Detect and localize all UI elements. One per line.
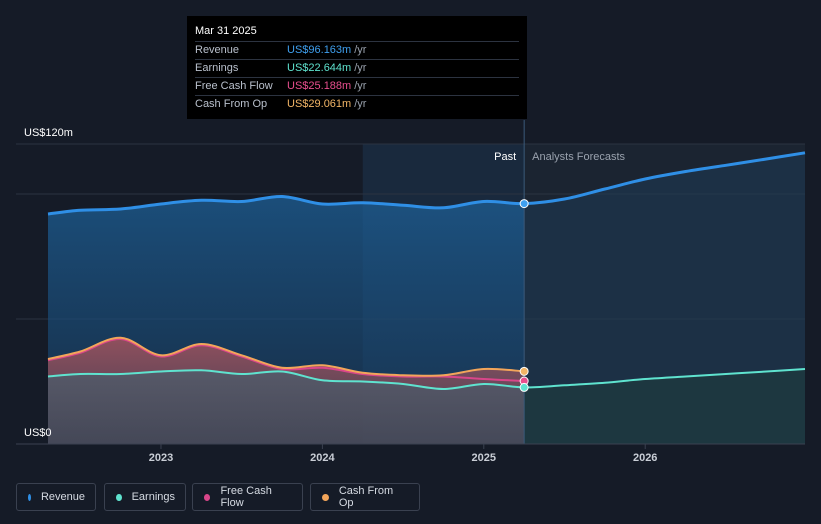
tooltip-unit: /yr [354, 80, 367, 92]
earnings-marker[interactable] [519, 382, 529, 392]
legend-label: Cash From Op [338, 485, 394, 509]
cash-from-op-marker[interactable] [519, 366, 529, 376]
legend-label: Revenue [40, 491, 85, 503]
tooltip-value: US$22.644m [287, 62, 352, 74]
legend-dot-icon [204, 493, 211, 501]
earnings-forecast-area [524, 369, 805, 444]
tooltip-unit: /yr [354, 44, 367, 56]
tooltip-value: US$25.188m [287, 80, 352, 92]
tooltip-row-free-cash-flow: Free Cash Flow US$25.188m /yr [195, 77, 519, 95]
earnings-area [48, 370, 525, 444]
x-tick-label: 2023 [149, 452, 173, 464]
x-tick-label: 2025 [472, 452, 496, 464]
past-label: Past [494, 151, 516, 163]
forecast-label: Analysts Forecasts [532, 151, 625, 163]
legend-item-earnings[interactable]: Earnings [104, 483, 186, 511]
y-tick-label-max: US$120m [24, 127, 73, 139]
legend-dot-icon [28, 493, 31, 501]
revenue-line [47, 151, 806, 216]
y-tick-label-zero: US$0 [24, 427, 52, 439]
tooltip-value: US$96.163m [287, 44, 352, 56]
tooltip-date: Mar 31 2025 [195, 25, 257, 37]
cash-from-op-line [47, 336, 525, 377]
tooltip-label: Cash From Op [195, 98, 268, 110]
tooltip-row-cash-from-op: Cash From Op US$29.061m /yr [195, 95, 519, 113]
legend-item-free-cash-flow[interactable]: Free Cash Flow [192, 483, 303, 511]
legend-label: Free Cash Flow [220, 485, 272, 509]
legend-label: Earnings [131, 491, 175, 503]
tooltip-row-earnings: Earnings US$22.644m /yr [195, 59, 519, 77]
tooltip-label: Earnings [195, 62, 239, 74]
legend-dot-icon [322, 493, 329, 501]
legend-item-revenue[interactable]: Revenue [16, 483, 96, 511]
tooltip-label: Free Cash Flow [195, 80, 273, 92]
tooltip-unit: /yr [354, 62, 367, 74]
x-tick-label: 2026 [633, 452, 657, 464]
earnings-line [47, 368, 806, 391]
legend-dot-icon [116, 493, 122, 501]
legend-item-cash-from-op[interactable]: Cash From Op [310, 483, 420, 511]
x-tick-label: 2024 [310, 452, 335, 464]
free-cash-flow-line [47, 337, 525, 382]
tooltip-value: US$29.061m [287, 98, 352, 110]
tooltip-unit: /yr [354, 98, 367, 110]
tooltip-label: Revenue [195, 44, 240, 56]
revenue-marker[interactable] [519, 199, 529, 209]
tooltip-row-revenue: Revenue US$96.163m /yr [195, 41, 519, 59]
x-axis-ticks: 2023 2024 2025 2026 [149, 444, 657, 464]
tooltip: Mar 31 2025 Revenue US$96.163m /yr Earni… [187, 16, 527, 119]
revenue-forecast-area [524, 152, 805, 445]
